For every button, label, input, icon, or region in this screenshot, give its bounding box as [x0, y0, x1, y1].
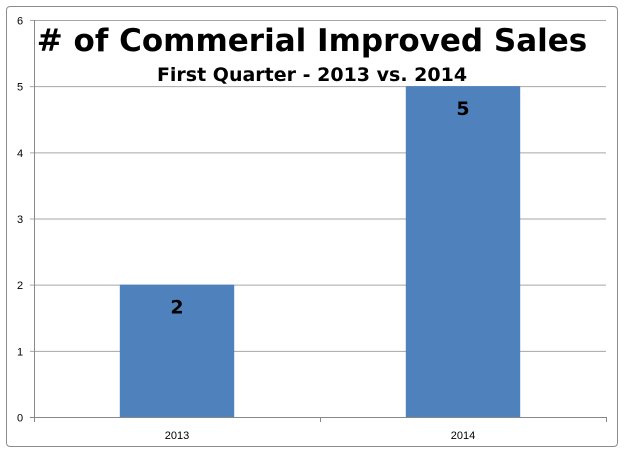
y-tick-label: 2: [17, 280, 23, 292]
x-tick-label: 2013: [165, 430, 189, 442]
y-tick-label: 1: [17, 346, 23, 358]
y-tick-label: 3: [17, 214, 23, 226]
chart-border: [6, 6, 618, 447]
chart-title: # of Commerial Improved Sales: [37, 23, 587, 59]
bar-2014: [405, 86, 521, 418]
data-label: 5: [456, 98, 469, 120]
x-tick-label: 2014: [451, 430, 475, 442]
y-tick-label: 5: [17, 82, 23, 94]
y-tick-label: 6: [17, 16, 23, 28]
y-tick-label: 4: [17, 148, 23, 160]
y-tick-label: 0: [17, 413, 23, 425]
chart-subtitle: First Quarter - 2013 vs. 2014: [157, 64, 467, 86]
bar-2013: [119, 284, 235, 417]
data-label: 2: [170, 297, 183, 319]
